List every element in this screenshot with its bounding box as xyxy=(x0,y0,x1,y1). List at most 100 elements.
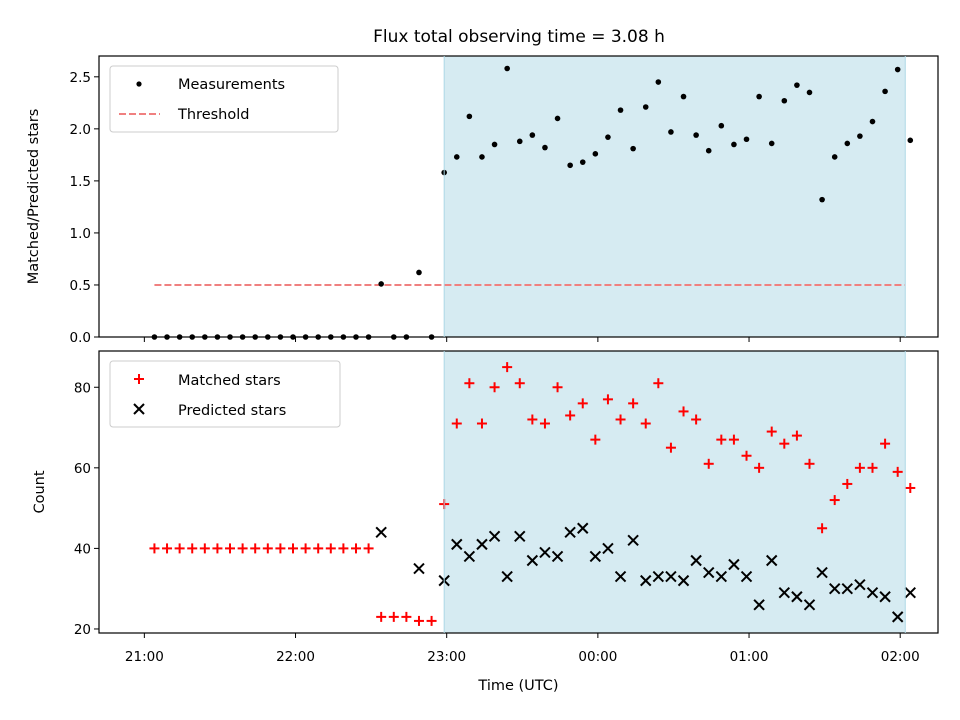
matched-star-point xyxy=(388,611,399,622)
legend-threshold-label: Threshold xyxy=(177,107,249,123)
x-axis-label: Time (UTC) xyxy=(477,678,558,694)
matched-star-point xyxy=(225,543,236,554)
matched-star-point xyxy=(451,418,462,429)
predicted-star-point xyxy=(652,570,665,583)
matched-star-point xyxy=(615,414,626,425)
matched-star-point xyxy=(829,495,840,506)
legend-predicted-label: Predicted stars xyxy=(178,403,286,419)
matched-star-point xyxy=(653,378,664,389)
matched-star-point xyxy=(779,438,790,449)
x-tick-label: 21:00 xyxy=(125,649,164,665)
measurement-point xyxy=(529,132,536,138)
predicted-star-point xyxy=(904,587,916,599)
predicted-star-point xyxy=(891,611,904,623)
bottom-axes-frame xyxy=(98,350,939,634)
y-tick-label: 1.5 xyxy=(70,174,91,190)
bottom-y-ticks: 20 40 60 80 xyxy=(74,380,99,638)
matched-star-point xyxy=(527,414,538,425)
matched-star-point xyxy=(275,543,286,554)
matched-star-point xyxy=(489,382,500,393)
predicted-star-point xyxy=(740,570,753,583)
matched-star-point xyxy=(577,398,588,409)
measurement-point xyxy=(731,141,737,148)
measurement-point xyxy=(567,162,573,169)
x-tick-label: 22:00 xyxy=(276,649,315,665)
predicted-star-point xyxy=(791,591,803,603)
predicted-star-point xyxy=(602,542,614,555)
measurement-point xyxy=(882,88,888,95)
predicted-star-point xyxy=(413,562,425,575)
matched-star-point xyxy=(401,611,412,622)
bottom-observing-window-shade xyxy=(444,351,906,633)
bottom-y-axis-label: Count xyxy=(32,470,48,513)
chart-title: Flux total observing time = 3.08 h xyxy=(373,27,665,47)
matched-star-point xyxy=(880,438,891,449)
measurement-point xyxy=(491,141,498,148)
matched-star-point xyxy=(174,543,185,554)
matched-star-point xyxy=(300,543,311,554)
measurement-point xyxy=(542,144,548,151)
matched-star-point xyxy=(199,543,210,554)
matched-star-point xyxy=(703,458,714,469)
measurement-point xyxy=(668,129,674,135)
matched-star-point xyxy=(590,434,601,445)
measurement-point xyxy=(504,65,510,72)
matched-star-point xyxy=(288,543,299,554)
measurement-point xyxy=(907,137,914,144)
matched-star-point xyxy=(691,414,702,425)
measurement-point xyxy=(781,97,788,104)
measurement-point xyxy=(416,269,422,276)
predicted-star-point xyxy=(766,554,778,567)
predicted-star-point xyxy=(514,530,526,543)
matched-star-point xyxy=(565,410,576,421)
x-tick-label: 23:00 xyxy=(427,649,466,665)
matched-star-point xyxy=(187,543,198,554)
x-tick-label: 00:00 xyxy=(578,649,617,665)
measurement-point xyxy=(705,147,712,154)
measurement-point xyxy=(844,140,851,147)
predicted-star-point xyxy=(640,574,652,587)
measurement-point xyxy=(869,118,876,125)
matched-star-point xyxy=(502,362,513,373)
measurement-point xyxy=(579,159,586,165)
matched-star-point xyxy=(728,434,739,445)
matched-stars-points xyxy=(149,362,916,626)
matched-star-point xyxy=(602,394,613,405)
predicted-star-point xyxy=(564,526,576,538)
y-tick-label: 60 xyxy=(74,461,91,477)
matched-star-point xyxy=(791,430,802,441)
measurement-point xyxy=(516,138,523,145)
predicted-star-point xyxy=(816,566,828,579)
y-tick-label: 2.5 xyxy=(70,70,91,86)
matched-star-point xyxy=(363,543,374,554)
measurement-point xyxy=(592,151,599,157)
predicted-star-point xyxy=(879,591,891,603)
predicted-star-point xyxy=(488,530,501,543)
matched-star-point xyxy=(817,523,828,534)
matched-star-point xyxy=(262,543,273,554)
top-y-ticks: 0.0 0.5 1.0 1.5 2.0 2.5 xyxy=(70,70,99,346)
measurement-point xyxy=(655,79,662,85)
matched-star-point xyxy=(149,543,160,554)
measurement-point xyxy=(453,154,460,160)
matched-star-point xyxy=(741,450,752,461)
measurement-point xyxy=(806,89,813,96)
matched-star-point xyxy=(539,418,550,429)
measurement-point xyxy=(756,93,762,100)
predicted-star-point xyxy=(614,570,627,583)
x-tick-label: 01:00 xyxy=(730,649,769,665)
matched-star-point xyxy=(905,482,916,493)
matched-star-point xyxy=(640,418,651,429)
matched-star-point xyxy=(338,543,349,554)
top-y-axis-label: Matched/Predicted stars xyxy=(26,109,42,285)
matched-star-point xyxy=(514,378,525,389)
top-panel: 0.0 0.5 1.0 1.5 2.0 2.5 Matched/Predicted sta… xyxy=(26,55,939,346)
matched-star-point xyxy=(476,418,487,429)
legend-matched-label: Matched stars xyxy=(178,373,281,389)
legend-predicted-marker xyxy=(133,403,145,415)
measurement-point xyxy=(794,82,800,88)
measurement-point xyxy=(693,132,699,138)
measurement-point xyxy=(680,93,687,100)
predicted-star-point xyxy=(690,554,702,567)
